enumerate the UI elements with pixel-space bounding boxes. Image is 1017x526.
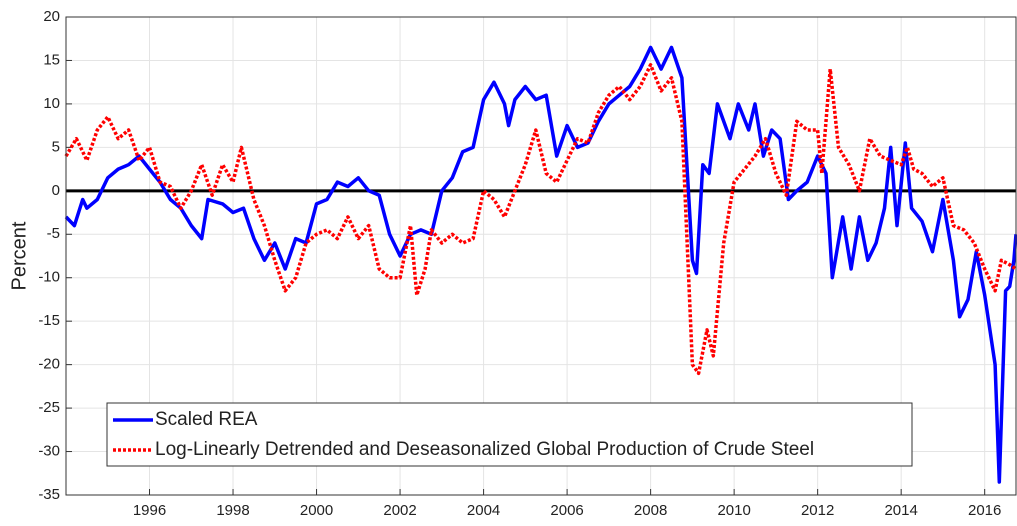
y-tick-label: -30 bbox=[38, 443, 60, 460]
y-tick-label: 0 bbox=[52, 182, 60, 199]
x-tick-label: 2016 bbox=[968, 502, 1001, 519]
x-tick-label: 2010 bbox=[717, 502, 750, 519]
y-tick-label: -35 bbox=[38, 486, 60, 503]
legend-box bbox=[106, 402, 913, 467]
y-tick-label: 10 bbox=[43, 95, 60, 112]
line-series bbox=[64, 45, 1017, 484]
y-tick-label: -5 bbox=[47, 225, 60, 242]
y-tick-label: 15 bbox=[43, 51, 60, 68]
y-tick-label: -25 bbox=[38, 399, 60, 416]
x-tick-label: 2014 bbox=[884, 502, 917, 519]
x-tick-label: 2006 bbox=[550, 502, 583, 519]
x-tick-label: 2000 bbox=[300, 502, 333, 519]
x-tick-label: 2012 bbox=[801, 502, 834, 519]
x-tick-label: 1996 bbox=[133, 502, 166, 519]
x-tick-label: 2002 bbox=[383, 502, 416, 519]
x-tick-label: 2004 bbox=[467, 502, 500, 519]
y-tick-label: -15 bbox=[38, 312, 60, 329]
y-tick-label: 5 bbox=[52, 138, 60, 155]
y-axis-label: Percent bbox=[8, 221, 30, 290]
y-tick-label: -20 bbox=[38, 356, 60, 373]
y-tick-label: 20 bbox=[43, 8, 60, 25]
legend: Scaled REA Log-Linearly Detrended and Des… bbox=[106, 402, 913, 467]
plot-frame bbox=[65, 16, 1017, 496]
y-tick-label: -10 bbox=[38, 269, 60, 286]
x-tick-label: 1998 bbox=[216, 502, 249, 519]
legend-label: Log-Linearly Detrended and Deseasonalize… bbox=[155, 439, 814, 460]
x-tick-label: 2008 bbox=[634, 502, 667, 519]
legend-label: Scaled REA bbox=[155, 409, 258, 430]
